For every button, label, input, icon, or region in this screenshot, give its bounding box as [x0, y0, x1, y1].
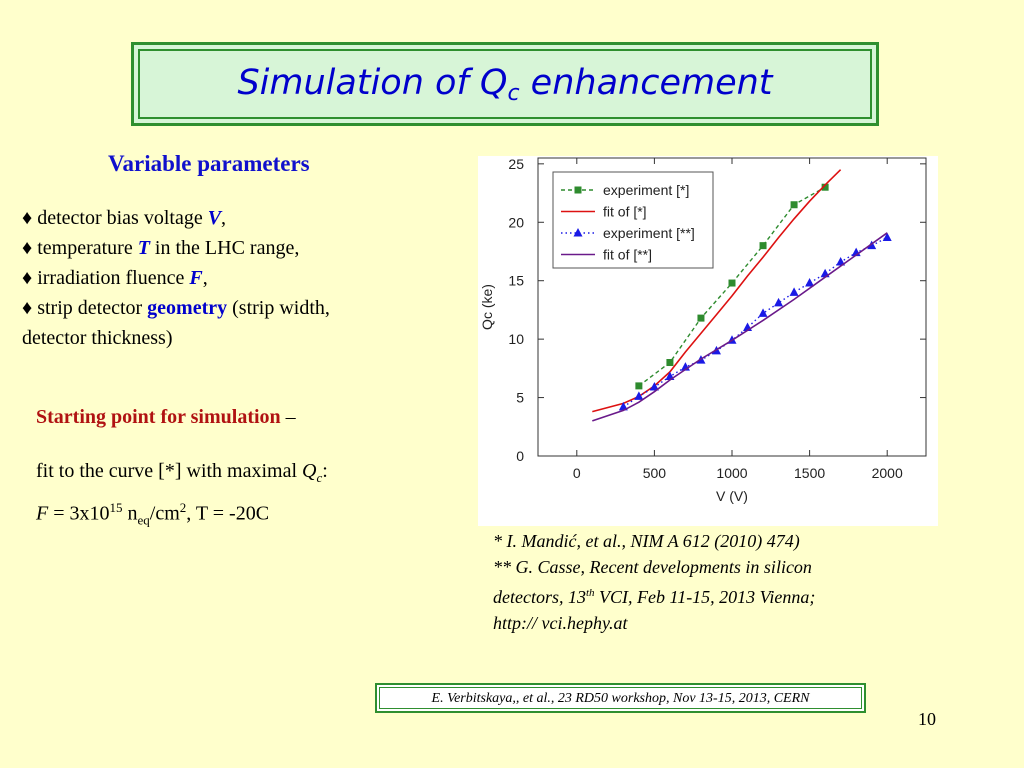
- fit-temp: , T = -20C: [186, 502, 270, 525]
- data-point-square: [821, 183, 829, 191]
- param-emphasis: V: [207, 207, 222, 229]
- param-thickness: detector thickness): [22, 323, 330, 353]
- reference-1: * I. Mandić, et al., NIM A 612 (2010) 47…: [493, 531, 800, 551]
- data-point-triangle: [774, 297, 784, 307]
- y-tick-label: 0: [516, 448, 524, 464]
- chart-svg: 0 500 1000 1500 2000 0 5 10 15 20 25 V (V) Qc (ke) e…: [479, 156, 927, 504]
- legend-label: experiment [*]: [603, 182, 689, 198]
- x-tick-label: 1000: [716, 465, 747, 481]
- fit-exp: 15: [109, 500, 123, 515]
- ref-sup: th: [585, 587, 595, 599]
- legend-label: fit of [*]: [603, 204, 647, 220]
- data-point-square: [697, 314, 705, 322]
- title-prefix: Simulation of Q: [237, 63, 508, 103]
- credit-box: E. Verbitskaya,, et al., 23 RD50 worksho…: [375, 683, 866, 713]
- param-geometry: ♦ strip detector geometry (strip width,: [22, 293, 330, 323]
- param-emphasis: F: [189, 267, 203, 289]
- y-tick-label: 25: [508, 156, 524, 172]
- title-subscript: c: [507, 81, 520, 106]
- param-tail: ,: [221, 207, 227, 229]
- parameter-list: ♦ detector bias voltage V, ♦ temperature…: [22, 203, 330, 353]
- reference-2: ** G. Casse, Recent developments in sili…: [493, 557, 812, 577]
- data-point-triangle: [882, 232, 892, 241]
- fit-f: F: [36, 502, 49, 525]
- fit-cm-exp: 2: [179, 500, 187, 515]
- data-point-square: [790, 201, 798, 209]
- fit-q-sub: c: [316, 470, 323, 485]
- param-text: detector thickness): [22, 327, 173, 349]
- x-tick-label: 500: [643, 465, 667, 481]
- legend-label: experiment [**]: [603, 225, 695, 241]
- ref-text-2: VCI, Feb 11-15, 2013 Vienna;: [594, 587, 816, 607]
- title-box: Simulation of Qc enhancement: [131, 42, 879, 126]
- data-point-square: [759, 242, 767, 250]
- param-voltage: ♦ detector bias voltage V,: [22, 203, 330, 233]
- starting-point: Starting point for simulation –: [36, 406, 296, 429]
- data-point-square: [635, 382, 643, 390]
- data-point-square: [666, 359, 674, 367]
- title-suffix: enhancement: [519, 63, 773, 103]
- fit-cm: /cm: [149, 502, 180, 525]
- page-number: 10: [918, 709, 936, 729]
- data-point-triangle: [618, 401, 628, 411]
- qc-vs-voltage-chart: 0 500 1000 1500 2000 0 5 10 15 20 25 V (V) Qc (ke) e…: [478, 156, 938, 526]
- param-emphasis: geometry: [147, 297, 228, 319]
- data-point-triangle: [649, 382, 659, 391]
- fit-line-2: F = 3x1015 neq/cm2, T = -20C: [36, 493, 328, 536]
- series-connector-2: [623, 236, 888, 408]
- y-tick-label: 15: [508, 273, 524, 289]
- legend-marker-square: [574, 186, 582, 194]
- fit-n-sub: eq: [137, 512, 150, 528]
- data-point-triangle: [805, 278, 815, 287]
- param-text: ♦ temperature: [22, 237, 138, 259]
- fit-n: n: [122, 502, 138, 525]
- ref-text: detectors, 13: [493, 587, 586, 607]
- fit-line-1: fit to the curve [*] with maximal Qc:: [36, 456, 328, 493]
- param-tail: (strip width,: [227, 297, 330, 319]
- y-tick-label: 5: [516, 390, 524, 406]
- data-point-triangle: [789, 287, 799, 296]
- variable-parameters-heading: Variable parameters: [108, 151, 310, 176]
- param-fluence: ♦ irradiation fluence F,: [22, 263, 330, 293]
- series-line-3: [592, 232, 888, 422]
- reference-url: http:// vci.hephy.at: [493, 613, 628, 633]
- starting-point-dash: –: [280, 406, 296, 428]
- legend-marker-triangle: [573, 228, 583, 237]
- credit-text: E. Verbitskaya,, et al., 23 RD50 worksho…: [431, 691, 810, 706]
- x-tick-label: 2000: [872, 465, 903, 481]
- param-text: ♦ strip detector: [22, 297, 148, 319]
- fit-text: fit to the curve [*] with maximal: [36, 460, 303, 482]
- y-axis-label: Qc (ke): [479, 284, 495, 330]
- param-text: ♦ irradiation fluence: [22, 267, 190, 289]
- legend-label: fit of [**]: [603, 247, 652, 263]
- fit-description: fit to the curve [*] with maximal Qc: F …: [36, 456, 328, 536]
- x-tick-label: 1500: [794, 465, 825, 481]
- data-point-square: [728, 279, 736, 287]
- param-text: ♦ detector bias voltage: [22, 207, 208, 229]
- x-axis-label: V (V): [716, 488, 748, 504]
- fit-colon: :: [322, 460, 328, 482]
- param-tail: in the LHC range,: [149, 237, 300, 259]
- fit-q: Q: [302, 460, 317, 482]
- param-tail: ,: [202, 267, 208, 289]
- param-emphasis: T: [137, 237, 150, 259]
- reference-2-cont: detectors, 13th VCI, Feb 11-15, 2013 Vie…: [493, 580, 815, 610]
- x-tick-label: 0: [573, 465, 581, 481]
- slide-title: Simulation of Qc enhancement: [134, 63, 876, 106]
- data-point-triangle: [758, 308, 768, 317]
- param-temperature: ♦ temperature T in the LHC range,: [22, 233, 330, 263]
- y-tick-label: 20: [508, 214, 524, 230]
- data-point-triangle: [836, 257, 846, 266]
- fit-eq: = 3x10: [48, 502, 110, 525]
- data-point-triangle: [634, 391, 644, 400]
- starting-point-label: Starting point for simulation: [36, 406, 281, 428]
- references: * I. Mandić, et al., NIM A 612 (2010) 47…: [493, 528, 815, 636]
- y-tick-label: 10: [508, 331, 524, 347]
- legend-box: [552, 171, 714, 269]
